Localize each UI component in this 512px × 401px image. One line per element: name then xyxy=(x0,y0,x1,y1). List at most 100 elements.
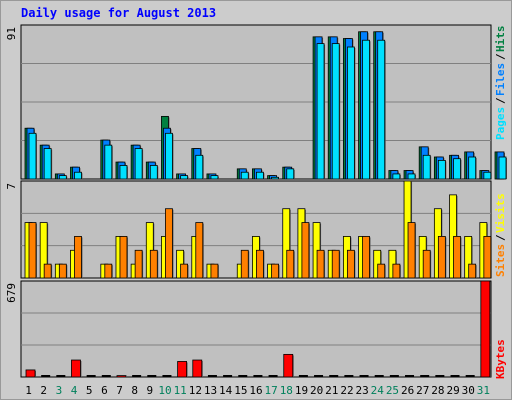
x-tick-label: 21 xyxy=(325,384,338,397)
x-tick-label: 13 xyxy=(204,384,217,397)
kbytes-bar-zero xyxy=(329,375,338,377)
x-tick-label: 12 xyxy=(189,384,202,397)
legend-entry: KBytes xyxy=(494,339,507,379)
kbytes-bar-zero xyxy=(451,375,460,377)
sites-bar xyxy=(469,264,476,278)
legend-separator: / xyxy=(494,97,507,104)
kbytes-bar-zero xyxy=(405,375,414,377)
x-tick-label: 31 xyxy=(477,384,490,397)
x-tick-label: 24 xyxy=(371,384,385,397)
x-tick-label: 22 xyxy=(340,384,353,397)
sites-bar xyxy=(181,264,188,278)
pages-bar xyxy=(438,160,445,179)
legend-entry: Hits xyxy=(494,26,507,53)
sites-bar xyxy=(393,264,400,278)
pages-bar xyxy=(256,172,263,179)
kbytes-bar-zero xyxy=(269,375,278,377)
kbytes-bar-zero xyxy=(435,375,444,377)
pages-bar xyxy=(105,145,112,179)
sites-bar xyxy=(347,250,354,278)
panel-kbytes: 679 xyxy=(5,281,491,377)
pages-bar xyxy=(287,169,294,179)
pages-bar xyxy=(29,133,36,179)
pages-bar xyxy=(363,40,370,179)
sites-bar xyxy=(408,223,415,278)
pages-bar xyxy=(59,176,66,179)
x-tick-label: 7 xyxy=(116,384,123,397)
kbytes-bar-zero xyxy=(299,375,308,377)
kbytes-bar-zero xyxy=(238,375,247,377)
legend-entry: Sites xyxy=(494,244,507,277)
kbytes-bar-zero xyxy=(102,375,111,377)
x-tick-label: 27 xyxy=(416,384,429,397)
kbytes-bar xyxy=(481,281,490,377)
legend-entry: Files xyxy=(494,63,507,96)
x-tick-label: 5 xyxy=(86,384,93,397)
sites-bar xyxy=(256,250,263,278)
pages-bar xyxy=(44,149,51,179)
sites-bar xyxy=(135,250,142,278)
legend-kbytes: KBytes xyxy=(494,339,507,379)
x-tick-label: 6 xyxy=(101,384,108,397)
pages-bar xyxy=(423,155,430,179)
x-tick-label: 18 xyxy=(280,384,293,397)
pages-bar xyxy=(484,172,491,179)
sites-bar xyxy=(302,223,309,278)
pages-bar xyxy=(74,172,81,179)
x-tick-label: 14 xyxy=(219,384,233,397)
pages-bar xyxy=(272,177,279,179)
sites-bar xyxy=(423,250,430,278)
kbytes-bar-zero xyxy=(344,375,353,377)
sites-bar xyxy=(484,236,491,278)
pages-bar xyxy=(408,174,415,179)
sites-bar xyxy=(378,264,385,278)
kbytes-bar-zero xyxy=(420,375,429,377)
legend-hits-files-pages: Pages/Files/Hits xyxy=(494,26,507,141)
kbytes-bar-zero xyxy=(314,375,323,377)
y-max-label: 7 xyxy=(5,183,18,190)
x-tick-label: 1 xyxy=(25,384,32,397)
x-tick-label: 4 xyxy=(71,384,78,397)
x-tick-label: 19 xyxy=(295,384,308,397)
sites-bar xyxy=(59,264,66,278)
pages-bar xyxy=(241,172,248,179)
pages-bar xyxy=(378,40,385,179)
sites-bar xyxy=(150,250,157,278)
pages-bar xyxy=(317,44,324,179)
pages-bar xyxy=(469,157,476,179)
sites-bar xyxy=(196,223,203,278)
kbytes-bar-zero xyxy=(253,375,262,377)
x-tick-label: 30 xyxy=(462,384,475,397)
kbytes-bar-zero xyxy=(132,375,141,377)
y-max-label: 91 xyxy=(5,27,18,40)
legend-separator: / xyxy=(494,234,507,241)
pages-bar xyxy=(150,165,157,179)
x-tick-label: 26 xyxy=(401,384,414,397)
sites-bar xyxy=(287,250,294,278)
x-tick-label: 23 xyxy=(356,384,369,397)
kbytes-bar-zero xyxy=(208,375,217,377)
pages-bar xyxy=(393,174,400,179)
kbytes-bar-zero xyxy=(466,375,475,377)
sites-bar xyxy=(120,236,127,278)
kbytes-bar-zero xyxy=(41,375,50,377)
kbytes-bar-zero xyxy=(87,375,96,377)
legend-visits-sites: Sites /Visits xyxy=(494,193,507,277)
pages-bar xyxy=(135,149,142,179)
x-tick-label: 11 xyxy=(174,384,187,397)
sites-bar xyxy=(363,236,370,278)
legend-entry: Visits xyxy=(494,193,507,233)
sites-bar xyxy=(317,250,324,278)
kbytes-bar-zero xyxy=(390,375,399,377)
kbytes-bar-zero xyxy=(360,375,369,377)
x-tick-label: 25 xyxy=(386,384,399,397)
pages-bar xyxy=(165,133,172,179)
pages-bar xyxy=(332,44,339,179)
sites-bar xyxy=(29,223,36,278)
x-tick-label: 9 xyxy=(147,384,154,397)
sites-bar xyxy=(105,264,112,278)
pages-bar xyxy=(211,176,218,179)
sites-bar xyxy=(272,264,279,278)
legend-separator: / xyxy=(494,53,507,60)
x-tick-label: 10 xyxy=(158,384,171,397)
